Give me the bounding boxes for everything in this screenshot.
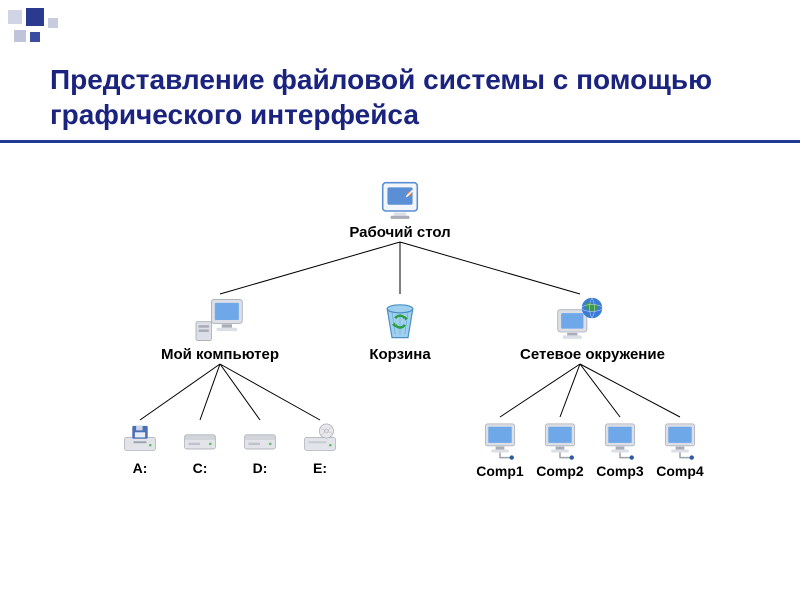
- node-label: Рабочий стол: [340, 224, 460, 241]
- net-monitor-icon: [658, 419, 702, 461]
- node-label: E:: [260, 460, 380, 476]
- node-label: Мой компьютер: [160, 346, 280, 363]
- filesystem-tree-diagram: Рабочий стол Мой компьютер Корзина: [0, 0, 800, 600]
- tree-node-root: Рабочий стол: [340, 178, 460, 241]
- recycle-icon: [376, 296, 424, 344]
- monitor-icon: [192, 296, 248, 344]
- desktop-icon: [376, 178, 424, 222]
- cd-drive-icon: [300, 422, 340, 458]
- tree-node-driveE: E:: [260, 422, 380, 476]
- tree-node-network: Сетевое окружение: [520, 296, 640, 363]
- node-label: Корзина: [340, 346, 460, 363]
- node-label: Comp4: [620, 463, 740, 479]
- tree-node-comp4: Comp4: [620, 419, 740, 479]
- tree-node-mycomp: Мой компьютер: [160, 296, 280, 363]
- globe-monitor-icon: [552, 296, 608, 344]
- node-label: Сетевое окружение: [520, 346, 640, 363]
- tree-node-recycle: Корзина: [340, 296, 460, 363]
